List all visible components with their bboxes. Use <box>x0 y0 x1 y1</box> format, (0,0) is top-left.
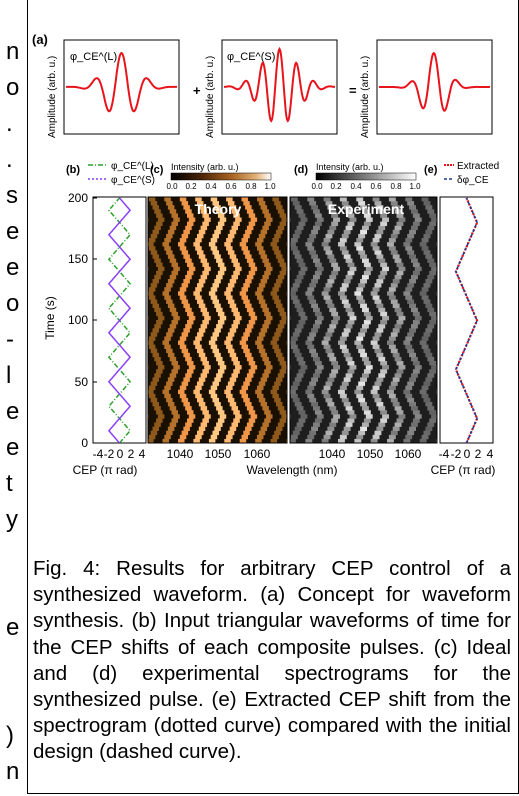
spectrogram-experiment <box>290 197 437 444</box>
colorbar-tick: 0.0 <box>311 182 323 191</box>
phi-ce-short-label: φ_CE^(S) <box>227 51 275 63</box>
cep-short-curve <box>107 197 132 443</box>
xtick: 1040 <box>319 447 346 461</box>
colorbar-tick: 0.4 <box>205 182 217 191</box>
colorbar-copper <box>170 172 272 181</box>
left-char: e <box>6 218 20 245</box>
xtick: 1060 <box>244 447 271 461</box>
left-char: e <box>6 254 20 281</box>
cep-design-curve <box>455 197 478 443</box>
colorbar-tick: 0.6 <box>370 182 382 191</box>
colorbar-gray <box>315 172 417 181</box>
equals-sign: = <box>349 83 357 98</box>
left-char: . <box>6 110 13 137</box>
left-char: o <box>6 290 20 317</box>
xtick: 1050 <box>205 447 232 461</box>
xtick: 0 <box>464 447 471 461</box>
colorbar-tick: 0.2 <box>330 182 342 191</box>
left-char: o <box>6 74 20 101</box>
figure-caption: Fig. 4: Results for arbitrary CEP contro… <box>33 557 511 764</box>
xtick: 0 <box>117 447 124 461</box>
left-char: e <box>6 434 20 461</box>
plus-sign: + <box>193 83 201 98</box>
left-char: t <box>6 470 13 497</box>
legend-label-extracted: Extracted <box>457 161 499 172</box>
wavelength-xlabel: Wavelength (nm) <box>247 463 338 477</box>
panel-e-xlabel: CEP (π rad) <box>431 463 496 477</box>
xtick: 2 <box>475 447 482 461</box>
waveform-short <box>223 46 336 123</box>
panel-e-label: (e) <box>424 164 438 176</box>
left-char: e <box>6 398 20 425</box>
ytick: 0 <box>81 436 88 450</box>
theory-title: Theory <box>195 201 242 217</box>
colorbar-tick: 1.0 <box>409 182 421 191</box>
xtick: -2 <box>104 447 115 461</box>
xtick: 1060 <box>395 447 422 461</box>
left-char: y <box>6 506 18 533</box>
figure-4: (a) Amplitude (arb. u.) φ_CE^(L) + Ampli… <box>32 32 499 477</box>
panel-b-xlabel: CEP (π rad) <box>73 463 138 477</box>
left-char: s <box>6 182 18 209</box>
panel-a-ylabel: Amplitude (arb. u.) <box>360 56 371 138</box>
ytick: 50 <box>75 375 89 389</box>
colorbar-tick: 0.8 <box>390 182 402 191</box>
left-text-column: n o . . s e e o - l e e t y e ) n <box>0 0 20 796</box>
xtick: -2 <box>451 447 462 461</box>
cep-extracted-curve <box>454 197 479 443</box>
experiment-title: Experiment <box>328 201 405 217</box>
left-char: . <box>6 146 13 173</box>
ytick: 100 <box>68 313 88 327</box>
spectrogram-theory <box>148 197 287 444</box>
panel-a-pulse-long: Amplitude (arb. u.) φ_CE^(L) <box>47 39 180 138</box>
panel-a-ylabel: Amplitude (arb. u.) <box>205 56 216 138</box>
legend-label-short: φ_CE^(S) <box>111 175 155 186</box>
waveform-long <box>65 51 178 113</box>
xtick: -4 <box>439 447 450 461</box>
colorbar-tick: 0.0 <box>166 182 178 191</box>
panel-e-axes <box>439 196 494 444</box>
xtick: 1050 <box>357 447 384 461</box>
colorbar-c-title: Intensity (arb. u.) <box>171 162 239 172</box>
legend-label-long: φ_CE^(L) <box>111 161 154 172</box>
colorbar-tick: 0.4 <box>350 182 362 191</box>
xtick: -4 <box>93 447 104 461</box>
colorbar-tick: 0.6 <box>225 182 237 191</box>
xtick: 2 <box>128 447 135 461</box>
panel-a-pulse-synth: Amplitude (arb. u.) <box>360 39 493 138</box>
xtick: 4 <box>487 447 494 461</box>
colorbar-d-title: Intensity (arb. u.) <box>316 162 384 172</box>
xtick: 1040 <box>167 447 194 461</box>
colorbar-tick: 1.0 <box>264 182 276 191</box>
panel-d-label: (d) <box>294 164 308 176</box>
ytick: 200 <box>68 191 88 205</box>
colorbar-tick: 0.2 <box>185 182 197 191</box>
panel-a-ylabel: Amplitude (arb. u.) <box>47 56 58 138</box>
legend-label-design: δφ_CE <box>457 175 489 186</box>
xtick: 4 <box>139 447 146 461</box>
colorbar-tick: 0.8 <box>245 182 257 191</box>
panel-a-label: (a) <box>32 32 48 47</box>
panel-c-label: (c) <box>150 164 164 176</box>
ytick: 150 <box>68 252 88 266</box>
waveform-synthesized <box>379 51 490 112</box>
left-char: l <box>6 362 12 389</box>
panel-a-pulse-short: Amplitude (arb. u.) φ_CE^(S) <box>205 39 338 138</box>
left-char: - <box>6 326 14 353</box>
left-char: n <box>6 38 20 65</box>
phi-ce-long-label: φ_CE^(L) <box>70 51 117 63</box>
panel-b-label: (b) <box>66 164 80 176</box>
left-char: n <box>6 758 20 785</box>
left-char: e <box>6 614 20 641</box>
panel-b-ylabel: Time (s) <box>43 296 57 340</box>
left-char: ) <box>6 722 14 749</box>
